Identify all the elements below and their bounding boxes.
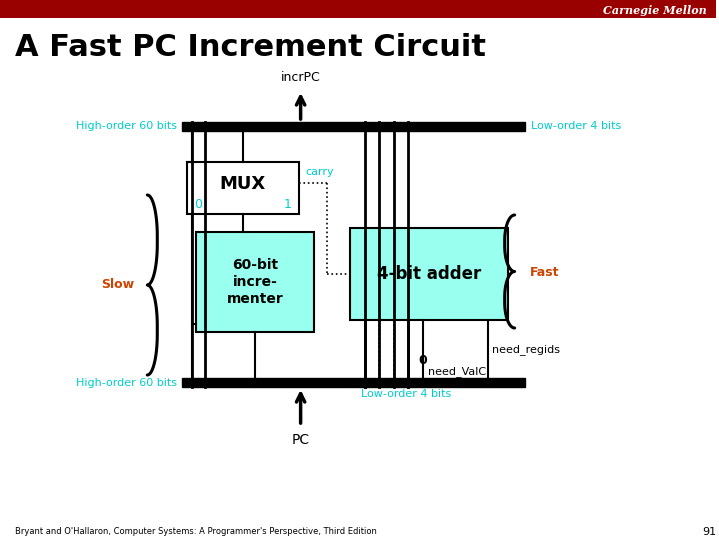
Text: 1: 1 (284, 198, 292, 211)
Text: High-order 60 bits: High-order 60 bits (76, 378, 177, 388)
Text: 60-bit
incre-
menter: 60-bit incre- menter (226, 258, 283, 306)
Bar (182, 378, 525, 387)
Text: incrPC: incrPC (280, 71, 321, 84)
Text: 0: 0 (418, 355, 427, 368)
Text: need_ValC: need_ValC (428, 367, 486, 377)
Text: Bryant and O'Hallaron, Computer Systems: A Programmer's Perspective, Third Editi: Bryant and O'Hallaron, Computer Systems:… (15, 528, 377, 536)
Bar (0, 0, 715, 18)
Text: carry: carry (306, 167, 334, 177)
Text: need_regids: need_regids (492, 344, 560, 355)
Text: Low-order 4 bits: Low-order 4 bits (362, 389, 452, 399)
Text: Carnegie Mellon: Carnegie Mellon (603, 5, 707, 17)
Text: MUX: MUX (220, 175, 266, 193)
Text: 0: 0 (194, 198, 202, 211)
Text: PC: PC (292, 433, 310, 447)
Text: Slow: Slow (101, 279, 134, 292)
Text: 4-bit adder: 4-bit adder (377, 265, 481, 283)
Text: Fast: Fast (530, 266, 559, 279)
Bar (182, 122, 525, 131)
Text: A Fast PC Increment Circuit: A Fast PC Increment Circuit (15, 32, 486, 61)
Bar (187, 162, 298, 214)
Text: High-order 60 bits: High-order 60 bits (76, 121, 177, 131)
Bar (196, 232, 313, 332)
Bar (350, 228, 508, 320)
Text: 91: 91 (702, 527, 716, 537)
Text: Low-order 4 bits: Low-order 4 bits (531, 121, 620, 131)
